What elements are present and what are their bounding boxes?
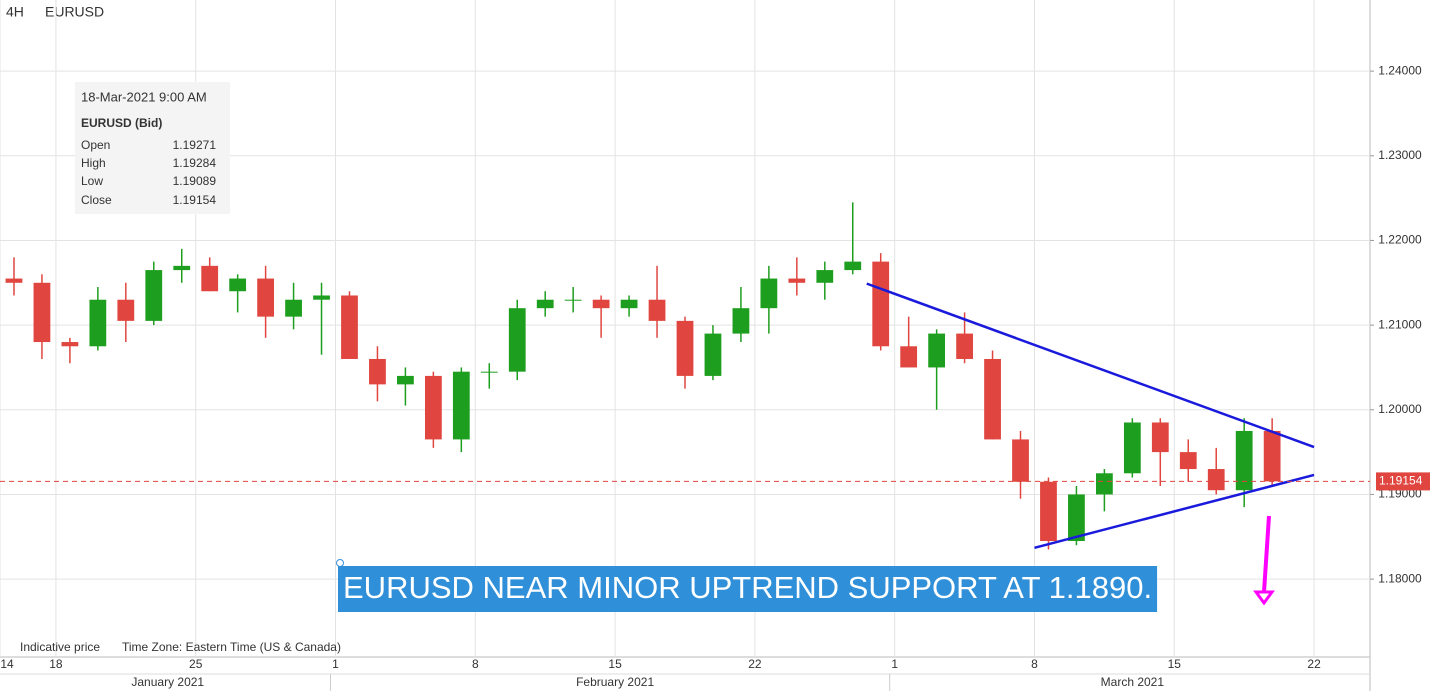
x-tick-label: 8 [472,657,479,671]
down-arrow [1253,515,1275,606]
x-tick-label: 18 [49,657,63,671]
annotation: EURUSD NEAR MINOR UPTREND SUPPORT AT 1.1… [343,570,1152,605]
candle-body [480,371,498,373]
x-tick-label: 14 [0,657,14,671]
candle-body [676,320,694,376]
x-tick-label: 1 [332,657,339,671]
candle-body [33,282,51,343]
info-key: Low [81,174,103,188]
candle-body [117,299,135,321]
candle-body [452,371,470,440]
candle-body [1123,422,1141,474]
month-label: January 2021 [131,675,204,689]
candle-body [1040,481,1057,542]
candle-body [424,375,442,440]
annotation-box [338,566,1158,612]
y-tick-label: 1.21000 [1378,317,1422,331]
arrow-head [1253,590,1275,606]
candle-body [369,358,386,385]
info-value: 1.19284 [173,156,217,170]
candle-body [592,299,610,309]
candle-body [1096,473,1113,495]
candle-body [928,333,946,368]
candle-body [229,278,247,292]
last-price-box [1376,472,1430,491]
candle-body [900,346,918,368]
y-tick-label: 1.24000 [1378,63,1422,77]
info-datetime: 18-Mar-2021 9:00 AM [81,89,207,104]
candle-body [704,333,722,376]
trendline [1034,473,1315,549]
info-box: 18-Mar-2021 9:00 AM EURUSD (Bid) Open 1.… [75,82,230,214]
candle-body [173,265,191,271]
timeframe: 4H [6,4,24,20]
candle-body [648,299,666,321]
info-key: Open [81,138,110,152]
candle-body [816,270,834,283]
candle-body [788,278,806,283]
month-label: February 2021 [576,675,654,689]
candle-body [1179,452,1197,470]
candle-body [956,333,973,359]
candle-body [508,308,526,372]
footer-note: Time Zone: Eastern Time (US & Canada) [122,640,341,654]
candle-body [89,299,107,347]
info-key: Close [81,193,112,207]
candle-body [61,342,79,347]
candle-body [984,358,1001,440]
candle-body [1068,494,1085,542]
y-tick-label: 1.20000 [1378,402,1422,416]
footer-note: Indicative price [20,640,100,654]
trendline [866,282,1315,449]
candle-body [1263,430,1281,482]
info-box-bg [75,82,230,214]
info-value: 1.19271 [173,138,217,152]
x-tick-label: 15 [608,657,622,671]
info-value: 1.19089 [173,174,217,188]
candle-body [620,299,638,309]
candle-body [285,299,302,317]
candle-body [201,265,219,292]
candle-body [397,375,414,385]
annotation-handle [336,559,344,567]
info-value: 1.19154 [173,193,217,207]
candle-body [760,278,778,309]
candle-body [564,299,582,301]
candle-body [1235,430,1253,491]
x-tick-label: 15 [1168,657,1182,671]
candle-body [844,261,862,271]
x-tick-label: 1 [891,657,898,671]
candle-body [313,295,330,300]
candle-body [1151,422,1169,453]
last-price-label: 1.19154 [1379,474,1423,488]
x-tick-label: 22 [748,657,762,671]
candle-body [341,295,358,359]
x-tick-label: 25 [189,657,203,671]
y-tick-label: 1.23000 [1378,148,1422,162]
candle-body [1012,439,1029,482]
info-instrument: EURUSD (Bid) [81,116,162,130]
candle-body [732,308,750,334]
y-tick-label: 1.18000 [1378,571,1422,585]
candle-body [872,261,890,347]
month-label: March 2021 [1101,675,1165,689]
candle-body [257,278,274,317]
y-tick-label: 1.22000 [1378,233,1422,247]
candle-body [5,278,23,283]
x-tick-label: 22 [1307,657,1321,671]
candle-body [1207,469,1225,491]
symbol: EURUSD [45,4,104,20]
info-key: High [81,156,106,170]
x-tick-label: 8 [1031,657,1038,671]
arrow-shaft [1262,515,1271,593]
candle-body [536,299,554,309]
candle-body [145,270,163,321]
